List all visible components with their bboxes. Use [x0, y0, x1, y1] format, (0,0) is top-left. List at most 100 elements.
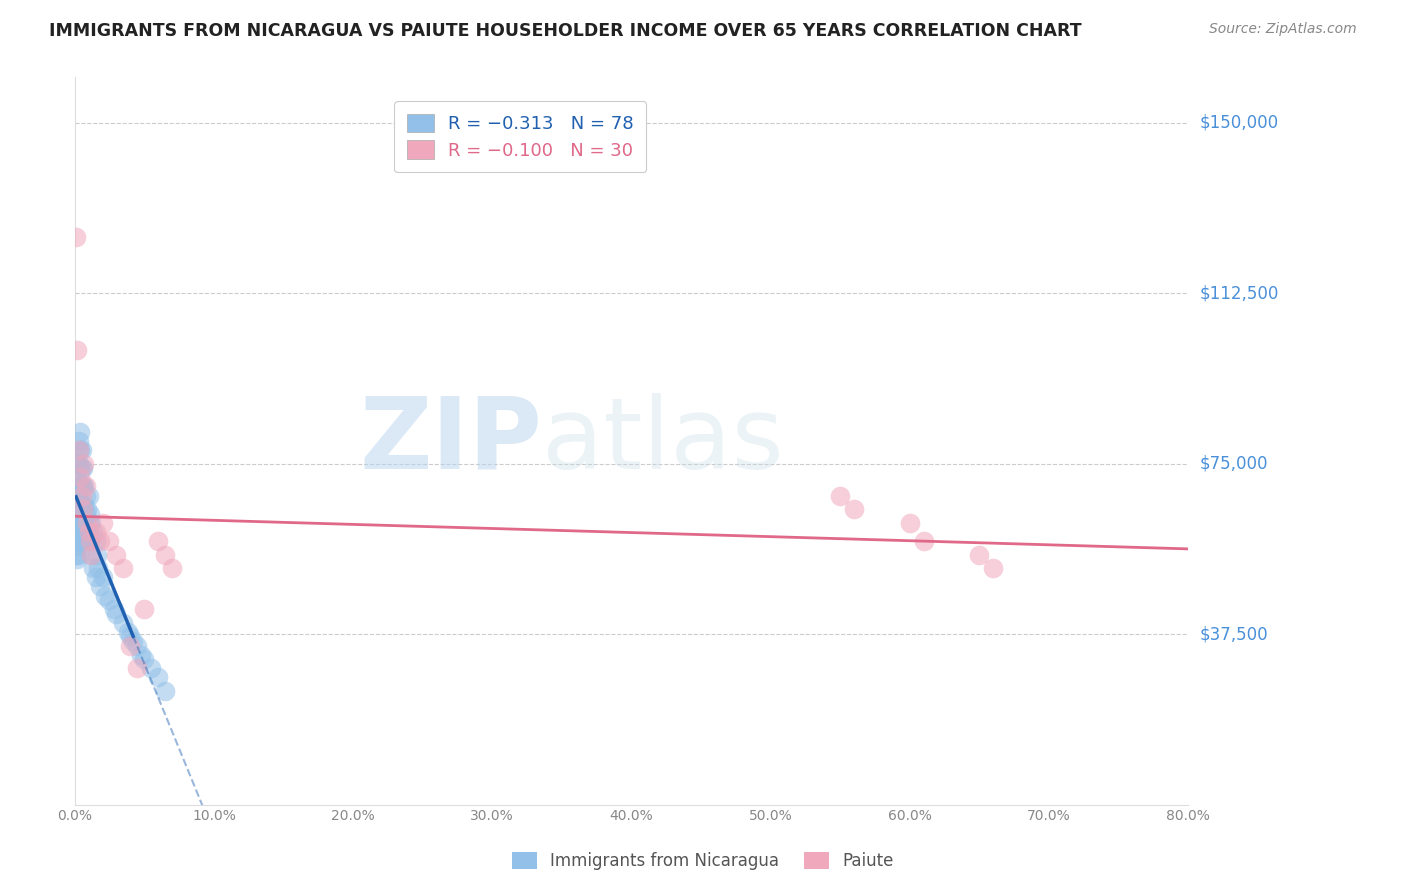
Point — [112, 561, 135, 575]
Point — [65, 524, 87, 539]
Point — [65, 502, 87, 516]
Point — [75, 489, 97, 503]
Point — [66, 539, 89, 553]
Point — [72, 479, 94, 493]
Point — [87, 561, 110, 575]
Point — [66, 479, 89, 493]
Text: $150,000: $150,000 — [1199, 114, 1278, 132]
Point — [73, 516, 96, 530]
Legend: Immigrants from Nicaragua, Paiute: Immigrants from Nicaragua, Paiute — [505, 845, 901, 877]
Point — [141, 661, 163, 675]
Point — [79, 534, 101, 549]
Point — [844, 502, 866, 516]
Point — [75, 507, 97, 521]
Point — [66, 516, 89, 530]
Point — [80, 548, 103, 562]
Point — [72, 502, 94, 516]
Point — [67, 479, 90, 493]
Point — [69, 534, 91, 549]
Point — [82, 524, 104, 539]
Point — [98, 593, 121, 607]
Point — [105, 607, 128, 621]
Point — [76, 524, 98, 539]
Point — [77, 516, 100, 530]
Point — [89, 579, 111, 593]
Text: $112,500: $112,500 — [1199, 285, 1279, 302]
Point — [67, 489, 90, 503]
Point — [75, 524, 97, 539]
Point — [120, 630, 142, 644]
Point — [69, 479, 91, 493]
Point — [66, 552, 89, 566]
Point — [153, 684, 176, 698]
Point — [67, 443, 90, 458]
Point — [67, 434, 90, 448]
Point — [70, 461, 93, 475]
Point — [84, 534, 107, 549]
Point — [67, 548, 90, 562]
Text: $37,500: $37,500 — [1199, 625, 1268, 643]
Point — [79, 507, 101, 521]
Point — [76, 502, 98, 516]
Point — [86, 548, 108, 562]
Point — [69, 425, 91, 439]
Text: Source: ZipAtlas.com: Source: ZipAtlas.com — [1209, 22, 1357, 37]
Point — [73, 479, 96, 493]
Point — [75, 479, 97, 493]
Point — [120, 639, 142, 653]
Point — [830, 489, 852, 503]
Point — [65, 470, 87, 484]
Point — [69, 443, 91, 458]
Point — [65, 489, 87, 503]
Text: atlas: atlas — [543, 392, 785, 490]
Point — [69, 461, 91, 475]
Point — [76, 516, 98, 530]
Text: ZIP: ZIP — [360, 392, 543, 490]
Point — [105, 548, 128, 562]
Point — [94, 589, 117, 603]
Point — [67, 516, 90, 530]
Text: IMMIGRANTS FROM NICARAGUA VS PAIUTE HOUSEHOLDER INCOME OVER 65 YEARS CORRELATION: IMMIGRANTS FROM NICARAGUA VS PAIUTE HOUS… — [49, 22, 1081, 40]
Point — [70, 479, 93, 493]
Point — [91, 570, 114, 584]
Point — [69, 516, 91, 530]
Point — [70, 443, 93, 458]
Point — [912, 534, 935, 549]
Point — [89, 534, 111, 549]
Point — [80, 516, 103, 530]
Text: $75,000: $75,000 — [1199, 455, 1268, 473]
Point — [73, 457, 96, 471]
Legend: R = −0.313   N = 78, R = −0.100   N = 30: R = −0.313 N = 78, R = −0.100 N = 30 — [394, 101, 647, 172]
Point — [148, 534, 170, 549]
Point — [122, 634, 145, 648]
Point — [160, 561, 183, 575]
Point — [84, 570, 107, 584]
Point — [73, 498, 96, 512]
Point — [112, 615, 135, 630]
Point — [70, 489, 93, 503]
Point — [72, 524, 94, 539]
Point — [65, 548, 87, 562]
Point — [91, 516, 114, 530]
Point — [77, 534, 100, 549]
Point — [969, 548, 991, 562]
Point — [98, 534, 121, 549]
Point — [66, 502, 89, 516]
Point — [72, 502, 94, 516]
Point — [134, 652, 156, 666]
Point — [66, 457, 89, 471]
Point — [70, 534, 93, 549]
Point — [65, 229, 87, 244]
Point — [84, 524, 107, 539]
Point — [148, 670, 170, 684]
Point — [67, 534, 90, 549]
Point — [69, 470, 91, 484]
Point — [66, 489, 89, 503]
Point — [67, 443, 90, 458]
Point — [77, 524, 100, 539]
Point — [103, 602, 125, 616]
Point — [153, 548, 176, 562]
Point — [69, 498, 91, 512]
Point — [131, 648, 153, 662]
Point — [65, 534, 87, 549]
